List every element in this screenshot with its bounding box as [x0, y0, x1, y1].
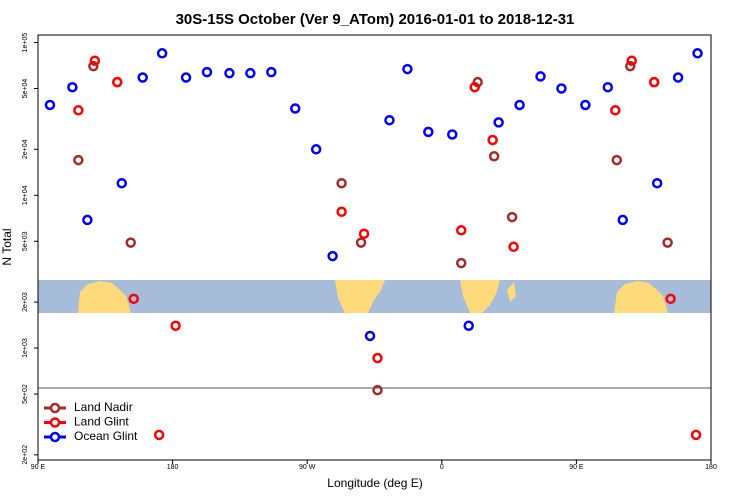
point: [289, 103, 301, 114]
y-tick-label: 5e+04: [22, 79, 29, 99]
point: [580, 99, 591, 111]
point: [617, 214, 629, 226]
x-tick-label: 90 E: [569, 464, 584, 471]
y-tick-label: 1e+04: [22, 185, 29, 205]
point: [665, 293, 676, 305]
point: [372, 352, 383, 364]
point: [402, 63, 413, 75]
point: [506, 211, 518, 223]
point: [648, 76, 660, 88]
point: [662, 237, 673, 248]
point: [423, 126, 434, 138]
point: [602, 81, 614, 93]
point: [180, 72, 192, 83]
legend-marker: [49, 417, 61, 428]
point: [624, 60, 636, 72]
point: [137, 72, 148, 83]
point: [372, 384, 383, 396]
point: [82, 214, 93, 226]
legend-label: Land Nadir: [74, 400, 133, 414]
point: [469, 81, 480, 93]
point: [201, 66, 213, 78]
point: [651, 177, 663, 189]
y-tick-label: 2e+04: [22, 139, 29, 159]
legend-label: Ocean Glint: [74, 429, 138, 443]
point: [336, 206, 347, 218]
land: [460, 280, 500, 313]
point: [89, 55, 101, 66]
point: [67, 81, 78, 93]
land: [614, 281, 668, 313]
land: [78, 281, 131, 313]
point: [364, 330, 376, 342]
point: [610, 105, 621, 116]
y-tick-label: 2e+02: [22, 445, 29, 465]
point: [455, 257, 467, 269]
point: [266, 66, 277, 78]
point: [508, 241, 519, 253]
y-axis-label: N Total: [0, 228, 14, 265]
legend-marker: [49, 402, 61, 414]
map-band: [38, 280, 711, 313]
point: [355, 237, 367, 248]
point: [224, 67, 235, 79]
legend-marker: [49, 431, 61, 443]
point: [447, 129, 458, 140]
x-tick-label: 180: [705, 464, 717, 471]
x-tick-label: 0: [440, 464, 444, 471]
chart-title: 30S-15S October (Ver 9_ATom) 2016-01-01 …: [176, 11, 575, 28]
point: [672, 72, 684, 83]
y-tick-label: 5e+03: [22, 231, 29, 251]
point: [73, 154, 84, 166]
point: [116, 177, 128, 189]
plot-frame: [37, 34, 712, 461]
point: [556, 83, 567, 94]
point: [384, 114, 395, 126]
point: [44, 99, 56, 111]
point: [336, 177, 347, 189]
land: [335, 280, 385, 313]
y-tick-label: 1e+05: [22, 33, 29, 53]
point: [463, 320, 474, 331]
y-tick-label: 2e+03: [22, 292, 29, 312]
point: [73, 105, 84, 116]
point: [112, 76, 123, 88]
x-tick-label: 90 E: [31, 464, 46, 471]
point: [128, 293, 139, 305]
point: [88, 60, 99, 72]
legend-label: Land Glint: [74, 415, 129, 429]
point: [535, 71, 546, 82]
point: [125, 237, 136, 248]
point: [156, 48, 168, 59]
point: [488, 151, 500, 162]
point: [310, 144, 322, 155]
x-axis-label: Longitude (deg E): [327, 476, 422, 490]
y-tick-label: 1e+03: [22, 338, 29, 358]
point: [514, 99, 525, 111]
point: [455, 225, 467, 236]
land: [507, 282, 516, 302]
point: [692, 48, 703, 59]
point: [690, 429, 702, 441]
point: [358, 228, 370, 240]
point: [493, 117, 504, 128]
point: [626, 55, 637, 66]
point: [611, 154, 623, 166]
point: [327, 250, 338, 262]
point: [245, 67, 256, 79]
point: [487, 134, 498, 146]
x-tick-label: 180: [167, 464, 179, 471]
point: [170, 320, 181, 331]
x-tick-label: 90 W: [299, 464, 316, 471]
point: [153, 429, 165, 441]
y-tick-label: 5e+02: [22, 384, 29, 404]
